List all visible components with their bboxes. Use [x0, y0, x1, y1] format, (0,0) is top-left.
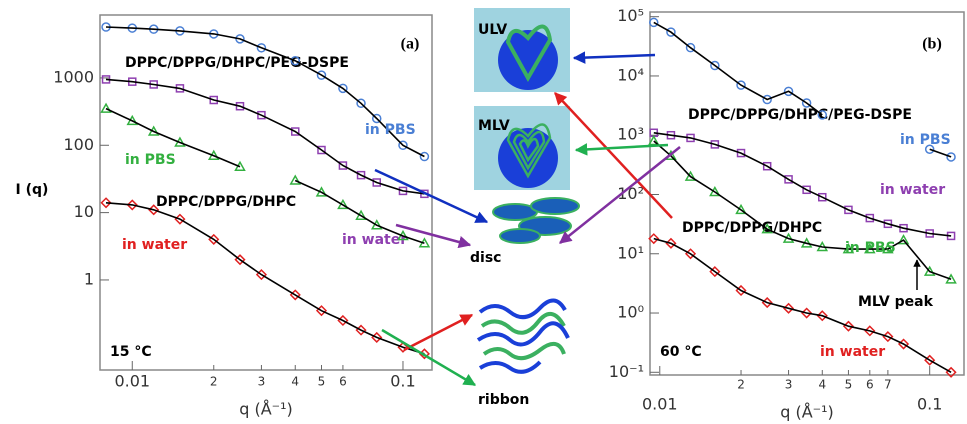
diagram-label: MLV — [478, 118, 510, 134]
x-tick-label: 0.01 — [114, 372, 150, 391]
fit-line — [654, 141, 951, 279]
x-tick-label: 6 — [339, 375, 347, 389]
x-axis-label: q (Å⁻¹) — [239, 400, 293, 419]
x-axis-label: q (Å⁻¹) — [780, 403, 834, 422]
y-tick-label: 10⁰ — [617, 303, 644, 322]
y-tick-label: 10³ — [617, 125, 644, 144]
x-tick-label: 4 — [291, 375, 299, 389]
x-tick-label: 5 — [845, 378, 853, 392]
diagram-label: ribbon — [478, 392, 529, 408]
diagram-label: disc — [470, 250, 501, 266]
marker — [650, 18, 658, 26]
x-tick-label: 0.1 — [390, 372, 415, 391]
figure: 0.01234560.11101001000q (Å⁻¹)I (q)(a)15 … — [0, 0, 967, 424]
y-tick-label: 1 — [84, 269, 94, 288]
arrows — [375, 55, 917, 385]
y-tick-label: 10⁵ — [617, 6, 644, 25]
marker — [420, 153, 428, 161]
diagram-label: ULV — [478, 22, 507, 38]
panel-label: (b) — [922, 36, 942, 53]
x-tick-label: 3 — [258, 375, 266, 389]
panel-label: (a) — [401, 36, 420, 53]
series-label: in PBS — [900, 132, 951, 148]
series-label: in PBS — [125, 152, 176, 168]
series-label: in water — [880, 182, 945, 198]
x-tick-label: 2 — [210, 375, 218, 389]
ribbons — [478, 300, 568, 371]
discs — [493, 198, 579, 243]
series-label: in PBS — [365, 122, 416, 138]
y-tick-label: 10¹ — [617, 243, 644, 262]
annotation: DPPC/DPPG/DHPC/PEG-DSPE — [125, 55, 349, 71]
annotation: MLV peak — [858, 294, 934, 310]
x-tick-label: 4 — [818, 378, 826, 392]
y-tick-label: 10⁻¹ — [609, 362, 644, 381]
series-label: in water — [820, 344, 885, 360]
x-tick-label: 7 — [884, 378, 892, 392]
x-tick-label: 3 — [785, 378, 793, 392]
y-tick-label: 10⁴ — [617, 65, 644, 84]
series-label: in PBS — [845, 240, 896, 256]
y-tick-label: 10 — [74, 202, 94, 221]
temperature: 15 °C — [110, 344, 152, 360]
annotation: DPPC/DPPG/DHPC — [682, 220, 822, 236]
annotation: DPPC/DPPG/DHPC/PEG-DSPE — [688, 107, 912, 123]
x-tick-label: 2 — [737, 378, 745, 392]
annotation: DPPC/DPPG/DHPC — [156, 194, 296, 210]
y-tick-label: 100 — [63, 135, 94, 154]
series-label: in water — [122, 237, 187, 253]
x-tick-label: 5 — [318, 375, 326, 389]
x-tick-label: 0.1 — [917, 395, 942, 414]
x-tick-label: 6 — [866, 378, 874, 392]
y-axis-label: I (q) — [16, 182, 49, 198]
x-tick-label: 0.01 — [642, 395, 678, 414]
y-tick-label: 1000 — [53, 67, 94, 86]
temperature: 60 °C — [660, 344, 702, 360]
